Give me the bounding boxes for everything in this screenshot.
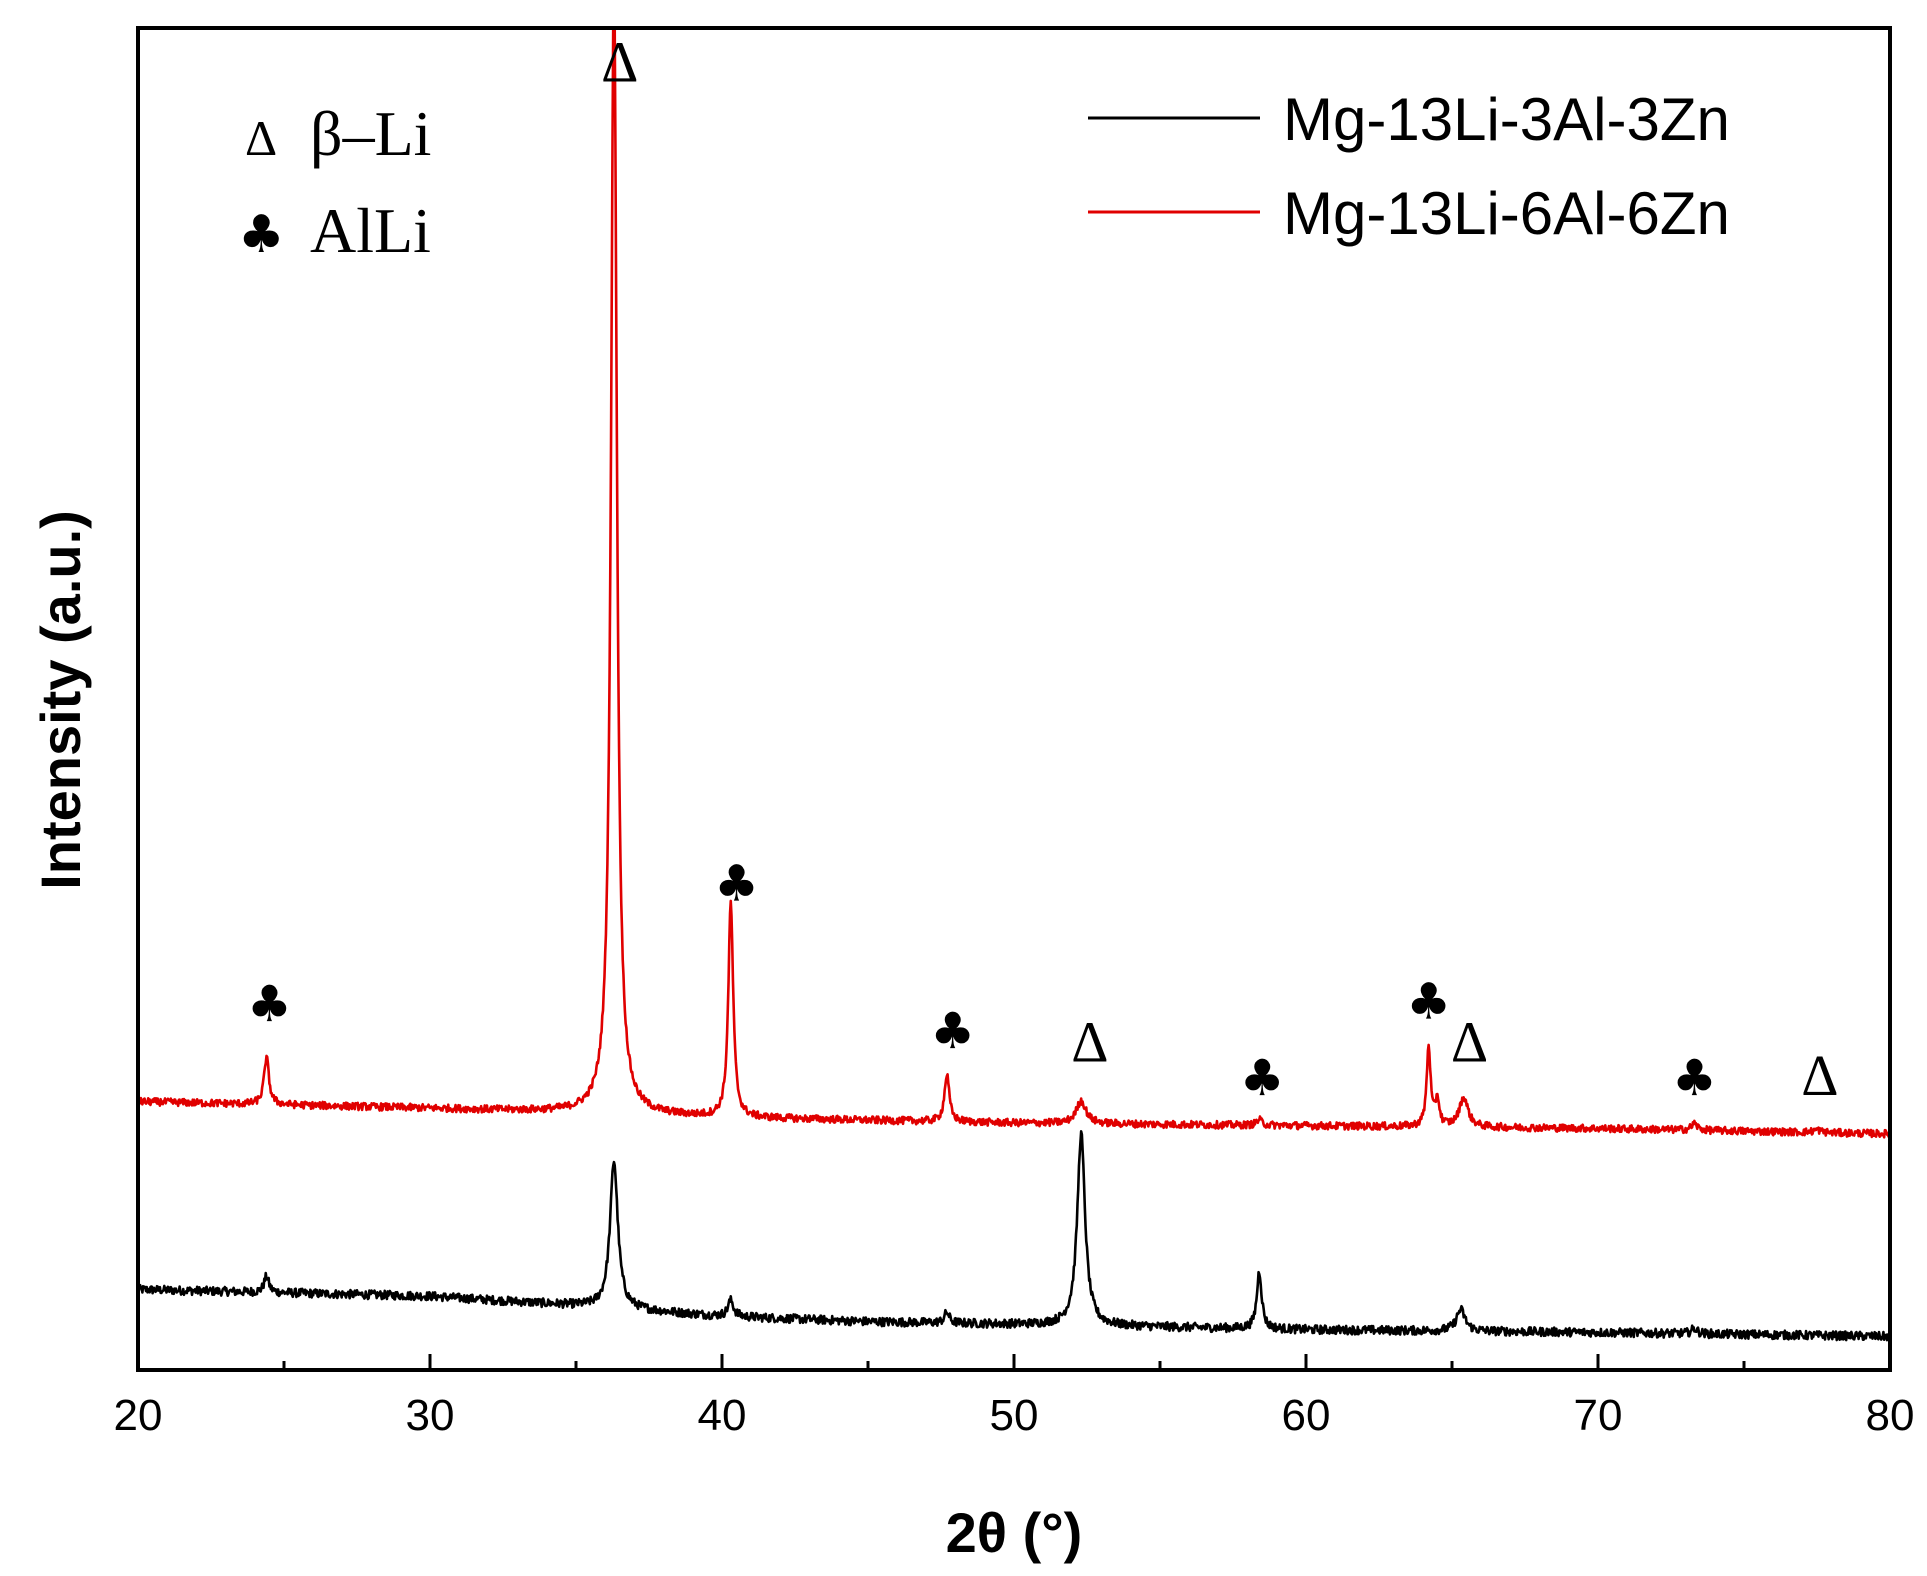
x-tick-label: 70 (1574, 1391, 1623, 1440)
x-tick-label: 80 (1866, 1391, 1915, 1440)
x-tick-label: 30 (406, 1391, 455, 1440)
x-tick-label: 50 (990, 1391, 1039, 1440)
beta-li-peak-marker: Δ (1451, 1009, 1488, 1074)
phase-key-beta-li-label: β–Li (310, 98, 431, 169)
legend-label-series-0: Mg-13Li-3Al-3Zn (1283, 86, 1730, 153)
legend: Mg-13Li-3Al-3Zn Mg-13Li-6Al-6Zn (1088, 86, 1730, 247)
x-tick-label: 40 (698, 1391, 747, 1440)
legend-label-series-1: Mg-13Li-6Al-6Zn (1283, 180, 1730, 247)
x-axis-title: 2θ (°) (946, 1501, 1083, 1564)
alli-peak-marker: ♣ (1240, 1049, 1285, 1107)
beta-li-peak-marker: Δ (1801, 1043, 1838, 1108)
y-axis-title: Intensity (a.u.) (29, 510, 92, 890)
series-line-0 (138, 1130, 1890, 1342)
series-layer (138, 28, 1890, 1342)
beta-li-peak-marker: Δ (1071, 1009, 1108, 1074)
x-axis-ticks: 20 30 40 50 60 70 80 (114, 1354, 1915, 1440)
series-line-1 (138, 28, 1890, 1139)
phase-key: Δ β–Li ♣ AlLi (238, 98, 431, 266)
x-tick-label: 20 (114, 1391, 163, 1440)
phase-key-club-symbol: ♣ (238, 205, 285, 265)
x-tick-label: 60 (1282, 1391, 1331, 1440)
alli-peak-marker: ♣ (714, 854, 759, 912)
beta-li-peak-marker: Δ (601, 30, 638, 95)
phase-key-delta-symbol: Δ (245, 110, 277, 166)
peak-annotations: ♣Δ♣♣ Δ♣♣Δ♣ Δ (247, 30, 1839, 1108)
alli-peak-marker: ♣ (1406, 972, 1451, 1030)
alli-peak-marker: ♣ (247, 975, 292, 1033)
alli-peak-marker: ♣ (1672, 1049, 1717, 1107)
phase-key-alli-label: AlLi (310, 195, 431, 266)
alli-peak-marker: ♣ (930, 1002, 975, 1060)
